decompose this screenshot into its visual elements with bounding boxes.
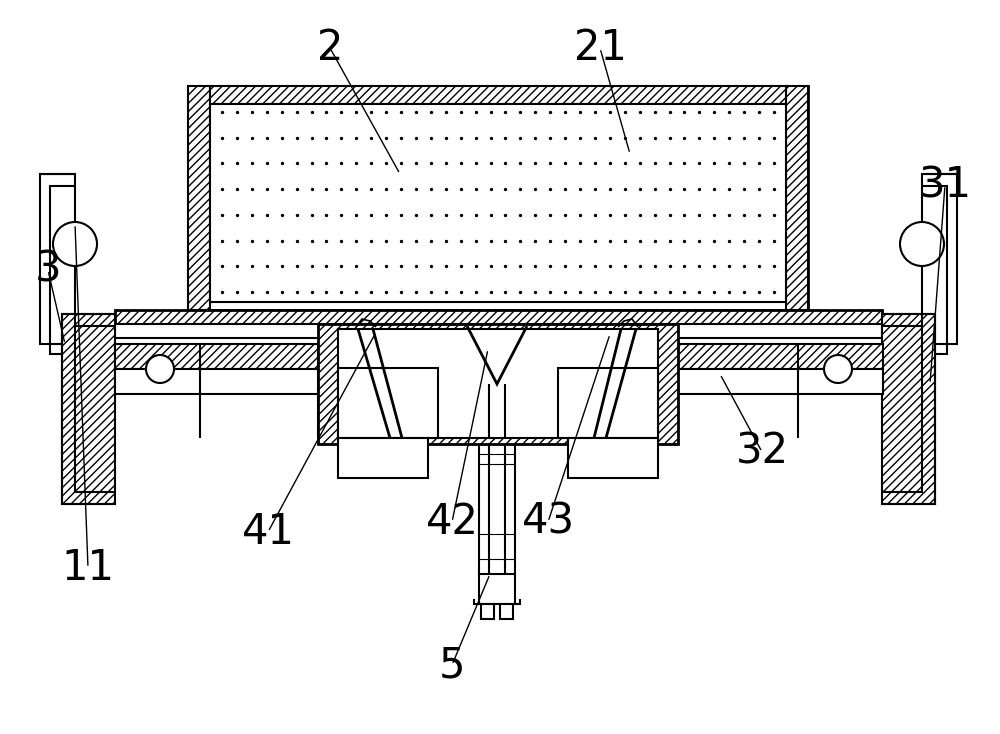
Bar [115,310,882,324]
Text: 41: 41 [242,511,294,553]
Bar [500,604,513,619]
Text: 3: 3 [35,249,61,291]
Bar [115,324,882,338]
Bar [210,104,786,302]
Bar [62,314,115,504]
Bar [115,344,320,369]
Bar [481,604,494,619]
Bar [678,344,883,369]
Circle shape [146,355,174,383]
Text: 21: 21 [574,27,626,69]
Bar [568,438,658,478]
Text: 5: 5 [439,644,465,686]
Bar [318,324,678,444]
Bar [678,369,883,394]
Bar [338,329,658,438]
Circle shape [824,355,852,383]
Bar [115,369,320,394]
Circle shape [53,222,97,266]
Bar [338,368,438,438]
Bar [188,86,808,310]
Bar [210,86,786,104]
Text: 42: 42 [426,501,478,543]
Bar [786,86,808,310]
Text: 32: 32 [736,431,788,473]
Text: 31: 31 [918,164,972,206]
Text: 2: 2 [317,27,343,69]
Bar [188,86,210,310]
Text: 11: 11 [62,547,114,589]
Bar [479,574,515,604]
Bar [882,314,935,504]
Circle shape [900,222,944,266]
Bar [338,438,428,478]
Text: 43: 43 [521,501,575,543]
Bar [558,368,658,438]
